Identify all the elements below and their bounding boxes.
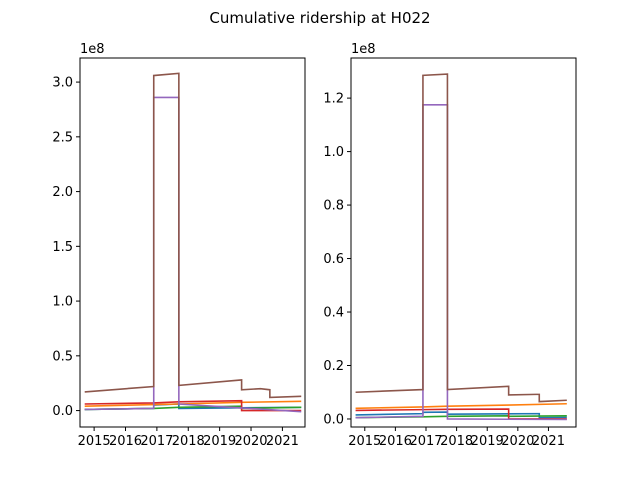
left-series-group [84, 72, 302, 413]
right-axes-frame [350, 57, 577, 428]
left-x-tick-label: 2017 [140, 434, 173, 449]
left-series-line-5 [84, 96, 302, 413]
left-y-tick-label: 0.5 [52, 349, 73, 364]
left-series-line-4 [84, 399, 302, 412]
right-y-tick-label: 1.2 [323, 92, 344, 107]
right-y-tick-label: 0.8 [323, 199, 344, 214]
right-x-tick-label: 2020 [501, 434, 534, 449]
right-series-group [355, 73, 567, 421]
left-x-tick-label: 2020 [234, 434, 267, 449]
left-y-tick-label: 0.0 [52, 404, 73, 419]
left-y-tick-label: 2.5 [52, 130, 73, 145]
right-x-tick-label: 2018 [440, 434, 473, 449]
left-x-tick-label: 2021 [266, 434, 299, 449]
right-y-tick-label: 0.6 [323, 252, 344, 267]
left-x-tick-label: 2015 [78, 434, 111, 449]
right-x-tick-label: 2019 [471, 434, 504, 449]
left-y-offset-label: 1e8 [80, 42, 105, 57]
right-x-tick-label: 2016 [379, 434, 412, 449]
right-x-tick-label: 2017 [409, 434, 442, 449]
left-y-tick-label: 1.0 [52, 295, 73, 310]
left-y-tick-label: 2.0 [52, 185, 73, 200]
left-series-line-6 [84, 72, 302, 399]
right-y-tick-label: 0.4 [323, 306, 344, 321]
left-axes-frame [79, 57, 306, 428]
left-y-tick-label: 1.5 [52, 240, 73, 255]
right-series-line-6 [355, 73, 567, 403]
right-x-tick-label: 2015 [348, 434, 381, 449]
chart-suptitle: Cumulative ridership at H022 [209, 9, 430, 27]
right-y-tick-label: 1.0 [323, 145, 344, 160]
left-x-tick-label: 2018 [172, 434, 205, 449]
right-x-tick-label: 2021 [532, 434, 565, 449]
left-y-tick-label: 3.0 [52, 76, 73, 91]
right-y-offset-label: 1e8 [351, 42, 376, 57]
left-x-tick-label: 2019 [203, 434, 236, 449]
left-x-tick-label: 2016 [109, 434, 142, 449]
right-y-tick-label: 0.2 [323, 359, 344, 374]
right-y-tick-label: 0.0 [323, 412, 344, 427]
right-series-line-5 [355, 103, 567, 421]
